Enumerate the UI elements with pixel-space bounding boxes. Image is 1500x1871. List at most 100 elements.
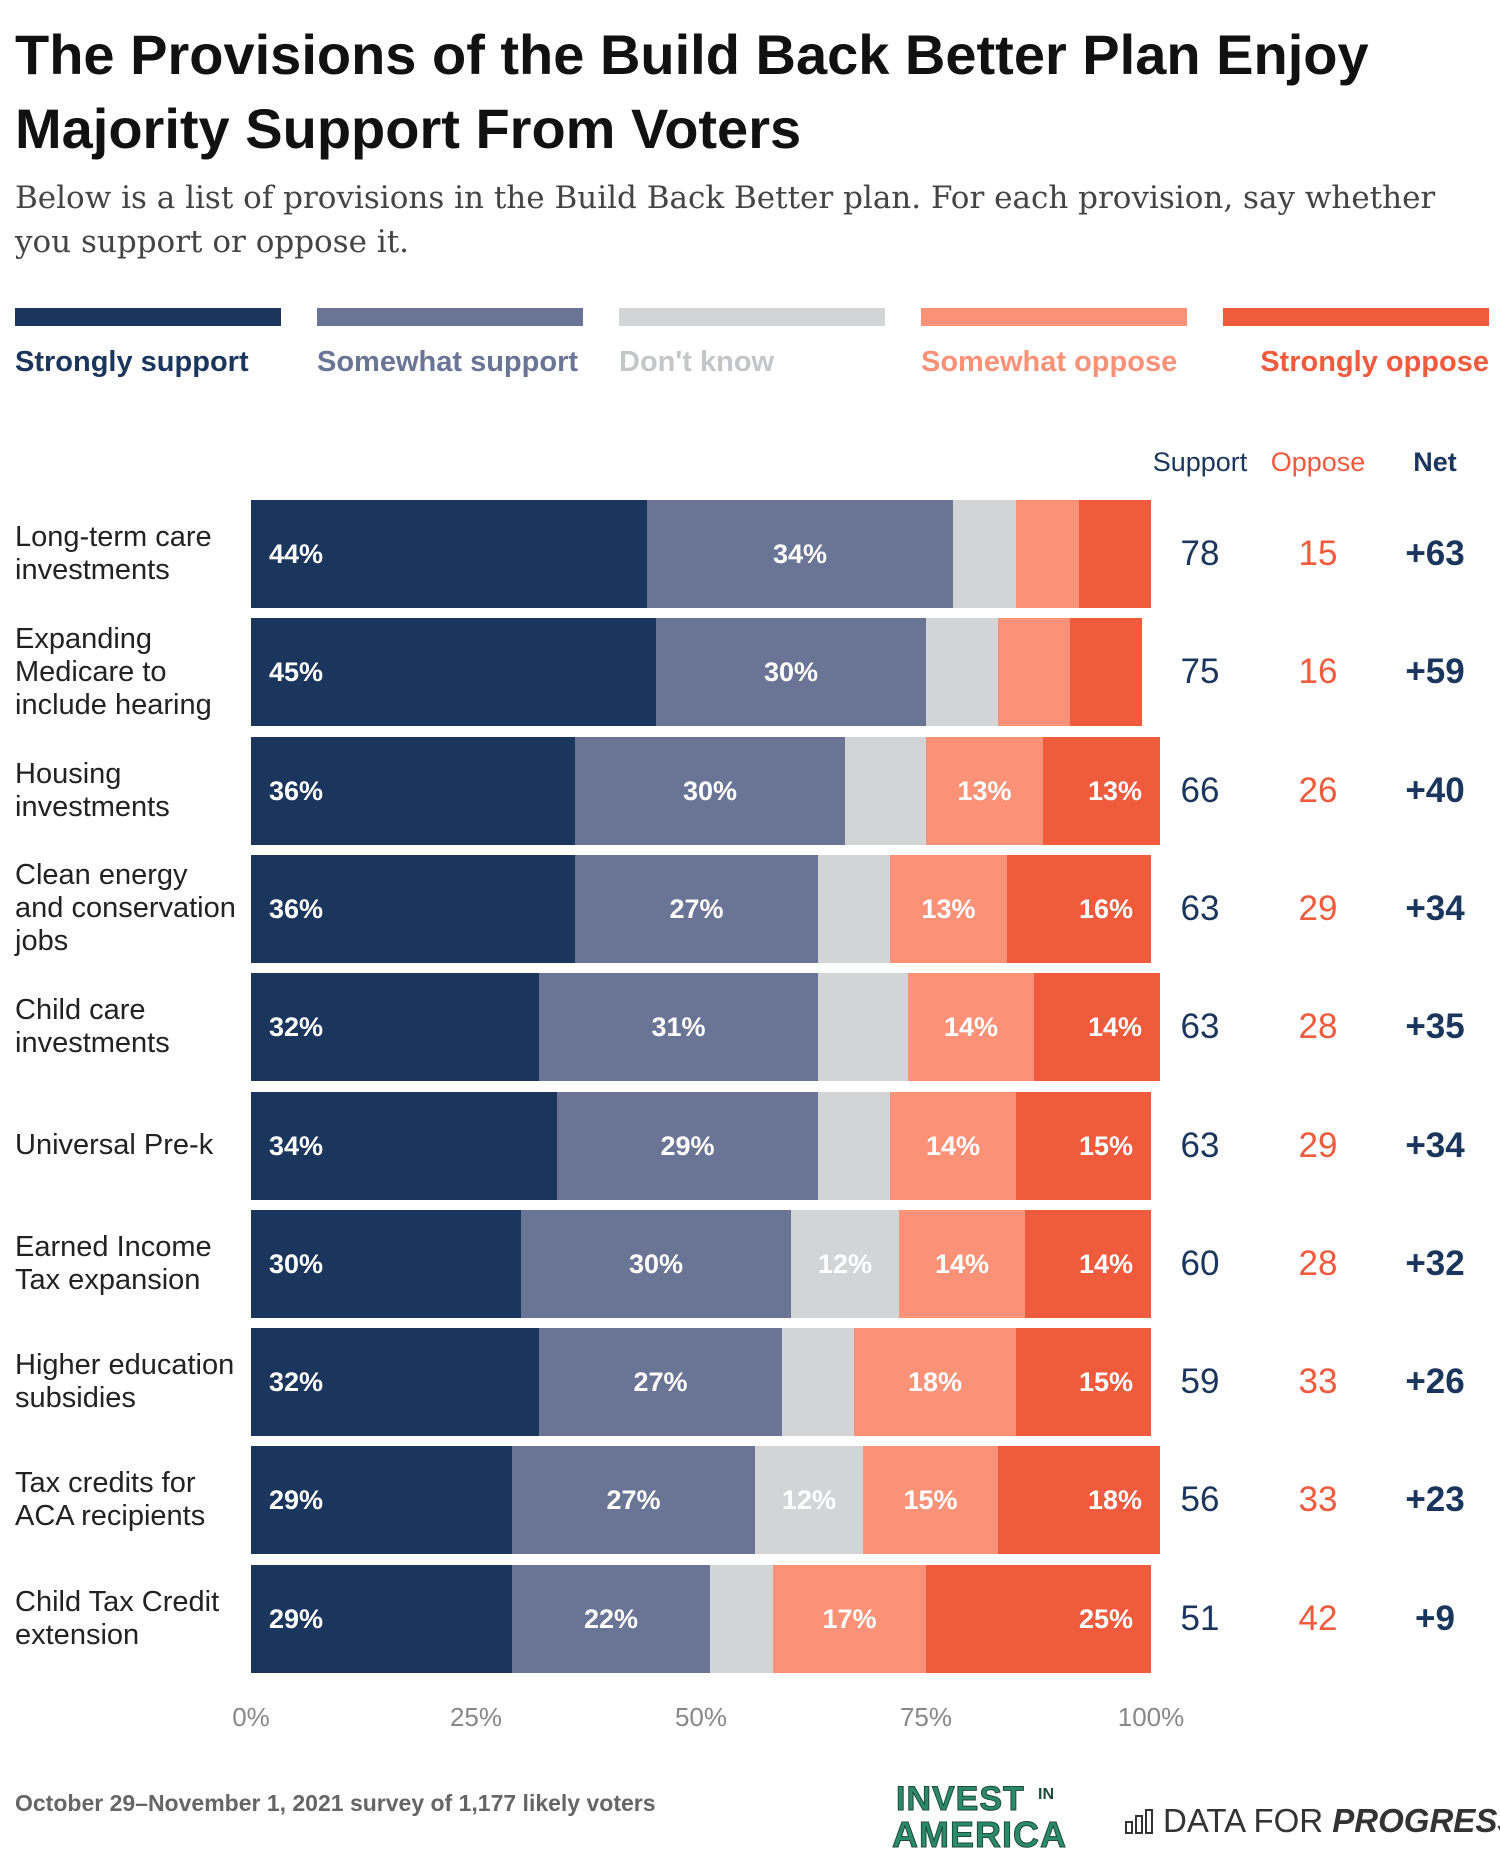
category-label: Higher education subsidies <box>15 1349 235 1415</box>
data-label: 27% <box>633 1367 688 1398</box>
bar-segment <box>998 1446 1160 1555</box>
legend-label: Somewhat oppose <box>921 346 1178 378</box>
bar-segment <box>890 854 1007 963</box>
bar-segment <box>782 1328 854 1437</box>
survey-footnote: October 29–November 1, 2021 survey of 1,… <box>15 1790 656 1816</box>
oppose-total: 42 <box>1298 1598 1338 1638</box>
bar-segment <box>998 618 1070 727</box>
legend-swatch <box>317 308 583 326</box>
data-label: 29% <box>660 1130 715 1161</box>
bar-segment <box>575 736 845 845</box>
data-label: 32% <box>269 1012 324 1043</box>
data-label: 34% <box>269 1130 324 1161</box>
column-header-net: Net <box>1413 447 1457 477</box>
data-label: 18% <box>907 1367 963 1398</box>
bar-segment <box>557 1091 818 1200</box>
bar-segment <box>521 1209 791 1318</box>
x-tick-label: 25% <box>449 1702 503 1732</box>
data-label: 27% <box>669 893 724 924</box>
net-total: +32 <box>1405 1243 1465 1283</box>
bar-segment <box>251 1091 557 1200</box>
data-label: 25% <box>1078 1603 1133 1634</box>
data-for-progress-logo: DATA FOR PROGRESS <box>1125 1802 1500 1840</box>
oppose-total: 26 <box>1298 770 1338 810</box>
bar-segment <box>818 973 908 1082</box>
bar-segment <box>575 854 818 963</box>
data-label: 14% <box>925 1130 981 1161</box>
bar-segment <box>1070 618 1142 727</box>
support-total: 63 <box>1180 1007 1220 1047</box>
bar-segment <box>926 618 998 727</box>
x-tick-label: 50% <box>674 1702 728 1732</box>
net-total: +23 <box>1405 1480 1465 1520</box>
data-label: 36% <box>269 893 324 924</box>
data-label: 16% <box>1078 893 1133 924</box>
bar-segment <box>647 500 953 608</box>
bar-segment <box>953 500 1016 608</box>
data-label: 30% <box>628 1248 684 1279</box>
net-total: +59 <box>1405 652 1465 692</box>
bar-segment <box>251 618 656 727</box>
data-label: 13% <box>921 893 976 924</box>
data-label: 30% <box>682 775 738 806</box>
bar-segment <box>251 854 575 963</box>
support-total: 56 <box>1180 1480 1220 1520</box>
data-label: 14% <box>1078 1248 1133 1279</box>
data-label: 17% <box>822 1603 877 1634</box>
bar-segment <box>512 1564 710 1673</box>
data-label: 44% <box>269 539 324 569</box>
category-label: Child Tax Credit extension <box>15 1585 220 1651</box>
bar-segment <box>926 1564 1151 1673</box>
bar-segment <box>251 1564 512 1673</box>
category-label: Clean energy and conservation jobs <box>15 859 236 958</box>
bar-segment <box>899 1209 1025 1318</box>
data-label: 29% <box>269 1603 324 1634</box>
bar-segment <box>1025 1209 1151 1318</box>
data-label: 15% <box>1078 1367 1133 1398</box>
data-label: 30% <box>763 657 819 688</box>
support-total: 59 <box>1180 1362 1220 1402</box>
net-total: +34 <box>1405 888 1465 928</box>
support-total: 51 <box>1180 1598 1220 1638</box>
invest-in-america-logo: INVEST IN AMERICA <box>892 1780 1067 1856</box>
bar-segment <box>539 973 818 1082</box>
legend-label: Somewhat support <box>317 346 579 378</box>
data-label: 18% <box>1087 1485 1142 1516</box>
bar-segment <box>890 1091 1016 1200</box>
bar-segment <box>710 1564 773 1673</box>
data-label: 34% <box>772 539 828 569</box>
bar-segment <box>1079 500 1151 608</box>
column-header-oppose: Oppose <box>1270 447 1366 477</box>
bar-segment <box>1016 1328 1151 1437</box>
net-total: +35 <box>1405 1007 1465 1047</box>
bar-segment <box>845 736 926 845</box>
bar-segment <box>1016 1091 1151 1200</box>
category-label: Child care investments <box>15 994 170 1060</box>
legend-item: Strongly support <box>15 308 281 382</box>
data-label: 36% <box>269 775 324 806</box>
category-label: Earned Income Tax expansion <box>15 1230 212 1296</box>
legend-item: Strongly oppose <box>1223 308 1489 382</box>
bar-segment <box>251 500 647 608</box>
bar-segment <box>863 1446 998 1555</box>
oppose-total: 29 <box>1298 888 1338 928</box>
bar-segment <box>926 736 1043 845</box>
oppose-total: 33 <box>1298 1362 1338 1402</box>
net-total: +9 <box>1415 1598 1455 1638</box>
bar-segment <box>791 1209 899 1318</box>
oppose-total: 15 <box>1298 534 1338 573</box>
legend-label: Don't know <box>619 346 775 378</box>
bar-segment <box>251 1328 539 1437</box>
support-total: 63 <box>1180 1125 1220 1165</box>
category-label: Universal Pre-k <box>15 1129 214 1161</box>
x-tick-label: 75% <box>899 1702 953 1732</box>
bar-segment <box>512 1446 755 1555</box>
support-total: 60 <box>1180 1243 1220 1283</box>
data-label: 12% <box>817 1248 873 1279</box>
oppose-total: 33 <box>1298 1480 1338 1520</box>
support-total: 63 <box>1180 888 1220 928</box>
bar-segment <box>1043 736 1160 845</box>
chart-title: The Provisions of the Build Back Better … <box>15 23 1369 160</box>
bar-segment <box>854 1328 1016 1437</box>
net-total: +34 <box>1405 1125 1465 1165</box>
